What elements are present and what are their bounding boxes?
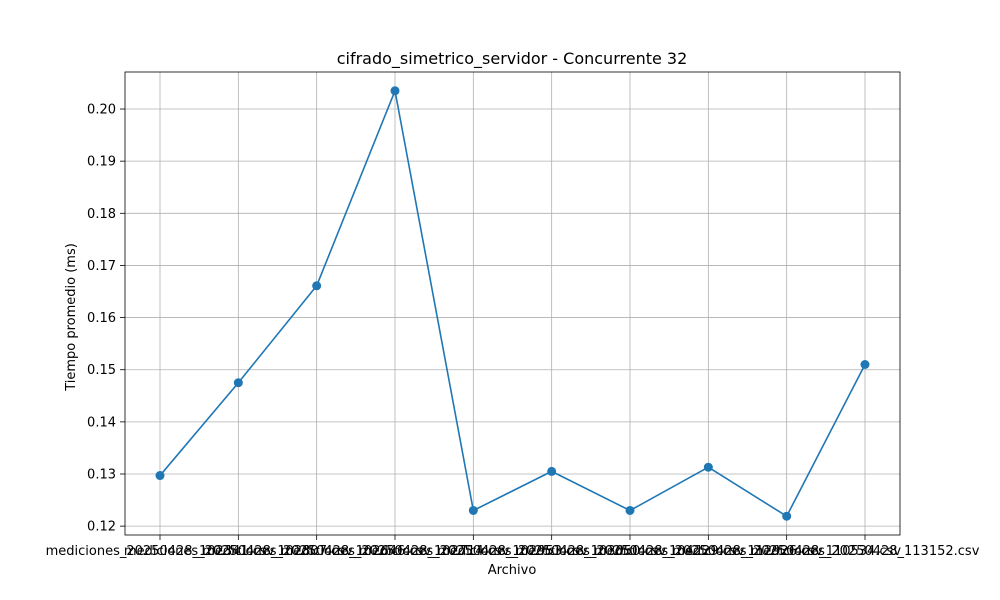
y-tick-label: 0.13 <box>87 467 116 482</box>
x-tick-label: mediciones_20250428_102807.csv <box>124 544 353 559</box>
series-line <box>159 89 866 518</box>
data-point <box>233 378 243 388</box>
y-tick-label: 0.12 <box>87 520 116 535</box>
x-tick-label: mediciones_20250428_102341.csv <box>46 544 275 559</box>
y-tick-label: 0.19 <box>87 155 116 170</box>
y-tick-label: 0.14 <box>87 415 116 430</box>
y-tick-label: 0.15 <box>87 363 116 378</box>
data-point <box>312 281 322 291</box>
x-axis-label: Archivo <box>488 563 537 578</box>
x-tick-label: mediciones_20250428_102646.csv <box>202 544 431 559</box>
chart-title: cifrado_simetrico_servidor - Concurrente… <box>337 49 688 69</box>
data-point <box>390 86 400 96</box>
y-axis-label: Tiempo promedio (ms) <box>64 243 79 392</box>
data-point <box>860 360 870 370</box>
data-point <box>703 462 713 472</box>
grid-lines <box>125 72 900 535</box>
x-tick-label: mediciones_20250428_112926.csv <box>594 544 823 559</box>
data-point <box>468 505 478 515</box>
data-point <box>782 511 792 521</box>
data-point <box>625 505 635 515</box>
plot-border <box>124 71 901 536</box>
x-tick-label: mediciones_20250428_113152.csv <box>751 544 980 559</box>
y-tick-label: 0.18 <box>87 207 116 222</box>
x-tick-label: mediciones_20250428_110534.csv <box>672 544 901 559</box>
axis-ticks: mediciones_20250428_102341.csvmediciones… <box>46 103 980 559</box>
y-tick-label: 0.17 <box>87 259 116 274</box>
x-tick-label: mediciones_20250428_104229.csv <box>516 544 745 559</box>
plot-frame <box>124 71 901 536</box>
x-tick-label: mediciones_20250428_102714.csv <box>281 544 510 559</box>
y-tick-label: 0.16 <box>87 311 116 326</box>
data-point <box>547 466 557 476</box>
data-point <box>155 471 165 481</box>
x-tick-label: mediciones_20250428_102953.csv <box>359 544 588 559</box>
x-tick-label: mediciones_20250428_103050.csv <box>437 544 666 559</box>
y-tick-label: 0.20 <box>87 103 116 118</box>
series-line-layer <box>155 86 870 521</box>
